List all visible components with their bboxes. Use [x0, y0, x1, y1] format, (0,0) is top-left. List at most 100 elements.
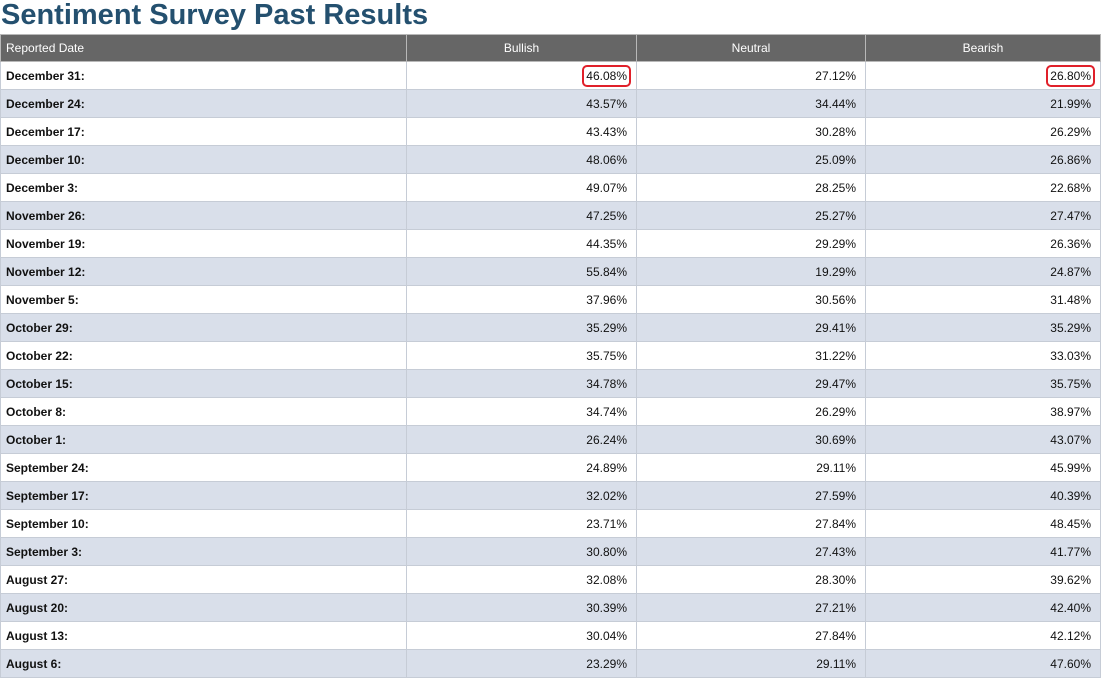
bullish-value: 30.80% [586, 544, 627, 559]
bullish-value: 23.71% [586, 516, 627, 531]
header-bullish: Bullish [406, 34, 637, 62]
neutral-value: 27.21% [815, 600, 856, 615]
bearish-cell: 43.07% [865, 425, 1101, 454]
bullish-cell: 55.84% [406, 257, 637, 286]
bullish-value: 23.29% [586, 656, 627, 671]
reported-date-cell: December 10: [0, 145, 407, 174]
reported-date-cell: December 17: [0, 117, 407, 146]
highlighted-bearish-value: 26.80% [1046, 64, 1095, 87]
bullish-cell: 37.96% [406, 285, 637, 314]
table-row: November 26: 47.25% 25.27% 27.47% [0, 201, 1101, 230]
bearish-cell: 26.86% [865, 145, 1101, 174]
bearish-value: 26.29% [1050, 124, 1091, 139]
table-row: November 12: 55.84% 19.29% 24.87% [0, 257, 1101, 286]
bearish-cell: 45.99% [865, 453, 1101, 482]
neutral-cell: 28.30% [636, 565, 866, 594]
neutral-cell: 25.09% [636, 145, 866, 174]
neutral-cell: 27.84% [636, 509, 866, 538]
bearish-cell: 39.62% [865, 565, 1101, 594]
bullish-cell: 47.25% [406, 201, 637, 230]
reported-date-cell: November 5: [0, 285, 407, 314]
bullish-value: 43.57% [586, 96, 627, 111]
bearish-value: 45.99% [1050, 460, 1091, 475]
bearish-cell: 35.29% [865, 313, 1101, 342]
reported-date-cell: November 12: [0, 257, 407, 286]
table-row: August 13: 30.04% 27.84% 42.12% [0, 621, 1101, 650]
header-reported-date: Reported Date [0, 34, 407, 62]
bullish-value: 35.29% [586, 320, 627, 335]
bullish-value: 55.84% [586, 264, 627, 279]
bearish-value: 48.45% [1050, 516, 1091, 531]
reported-date-cell: October 29: [0, 313, 407, 342]
reported-date-cell: September 3: [0, 537, 407, 566]
bullish-cell: 30.39% [406, 593, 637, 622]
table-row: October 22: 35.75% 31.22% 33.03% [0, 341, 1101, 370]
bullish-cell: 30.04% [406, 621, 637, 650]
neutral-cell: 26.29% [636, 397, 866, 426]
table-row: December 31: 46.08% 27.12% 26.80% [0, 61, 1101, 90]
bearish-cell: 42.40% [865, 593, 1101, 622]
neutral-cell: 25.27% [636, 201, 866, 230]
neutral-value: 27.59% [815, 488, 856, 503]
reported-date-cell: September 24: [0, 453, 407, 482]
table-row: October 29: 35.29% 29.41% 35.29% [0, 313, 1101, 342]
bullish-value: 26.24% [586, 432, 627, 447]
neutral-cell: 29.29% [636, 229, 866, 258]
bearish-value: 33.03% [1050, 348, 1091, 363]
table-row: August 6: 23.29% 29.11% 47.60% [0, 649, 1101, 678]
header-bearish: Bearish [865, 34, 1101, 62]
neutral-value: 30.56% [815, 292, 856, 307]
bullish-value: 35.75% [586, 348, 627, 363]
bullish-cell: 48.06% [406, 145, 637, 174]
table-row: September 17: 32.02% 27.59% 40.39% [0, 481, 1101, 510]
bullish-cell: 24.89% [406, 453, 637, 482]
reported-date-cell: August 20: [0, 593, 407, 622]
table-row: November 5: 37.96% 30.56% 31.48% [0, 285, 1101, 314]
page-title: Sentiment Survey Past Results [1, 0, 429, 31]
neutral-value: 28.30% [815, 572, 856, 587]
neutral-cell: 27.43% [636, 537, 866, 566]
bearish-cell: 31.48% [865, 285, 1101, 314]
bearish-value: 35.29% [1050, 320, 1091, 335]
neutral-value: 29.11% [816, 460, 856, 475]
neutral-cell: 30.28% [636, 117, 866, 146]
neutral-cell: 29.47% [636, 369, 866, 398]
bearish-cell: 22.68% [865, 173, 1101, 202]
bearish-cell: 38.97% [865, 397, 1101, 426]
table-row: September 24: 24.89% 29.11% 45.99% [0, 453, 1101, 482]
neutral-value: 29.41% [815, 320, 856, 335]
bearish-value: 26.36% [1050, 236, 1091, 251]
bullish-value: 32.08% [586, 572, 627, 587]
table-row: September 10: 23.71% 27.84% 48.45% [0, 509, 1101, 538]
bearish-cell: 26.80% [865, 61, 1101, 90]
reported-date-cell: December 31: [0, 61, 407, 90]
table-row: November 19: 44.35% 29.29% 26.36% [0, 229, 1101, 258]
reported-date-cell: October 1: [0, 425, 407, 454]
bearish-value: 39.62% [1050, 572, 1091, 587]
neutral-value: 19.29% [815, 264, 856, 279]
bearish-cell: 27.47% [865, 201, 1101, 230]
bullish-cell: 35.29% [406, 313, 637, 342]
bullish-cell: 23.29% [406, 649, 637, 678]
reported-date-cell: August 27: [0, 565, 407, 594]
neutral-value: 34.44% [815, 96, 856, 111]
bullish-value: 30.04% [586, 628, 627, 643]
bullish-cell: 34.74% [406, 397, 637, 426]
bullish-cell: 43.57% [406, 89, 637, 118]
reported-date-cell: September 10: [0, 509, 407, 538]
header-row: Reported Date Bullish Neutral Bearish [0, 34, 1101, 62]
bearish-value: 21.99% [1050, 96, 1091, 111]
table-header: Reported Date Bullish Neutral Bearish [0, 34, 1101, 62]
reported-date-cell: September 17: [0, 481, 407, 510]
neutral-value: 29.11% [816, 656, 856, 671]
neutral-cell: 30.69% [636, 425, 866, 454]
neutral-cell: 30.56% [636, 285, 866, 314]
bearish-value: 27.47% [1050, 208, 1091, 223]
table-row: August 20: 30.39% 27.21% 42.40% [0, 593, 1101, 622]
neutral-value: 28.25% [815, 180, 856, 195]
bearish-value: 40.39% [1050, 488, 1091, 503]
reported-date-cell: December 3: [0, 173, 407, 202]
bearish-cell: 26.36% [865, 229, 1101, 258]
reported-date-cell: October 15: [0, 369, 407, 398]
neutral-value: 25.09% [815, 152, 856, 167]
